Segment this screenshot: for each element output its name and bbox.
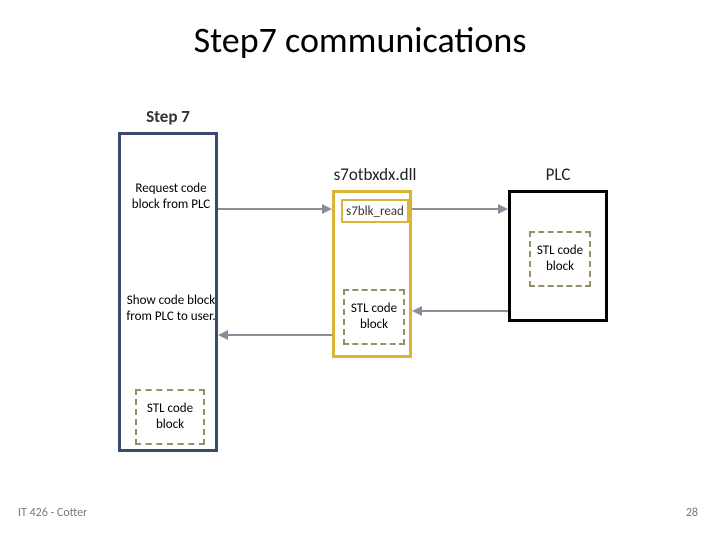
s7blk-read-box: s7blk_read [341,199,409,223]
slide-title: Step7 communications [0,18,720,62]
stl-label: STL code block [531,243,589,274]
step7-box: Request code block from PLC Show code bl… [118,132,218,452]
arrow-dll-to-show [228,334,332,336]
footer-course: IT 426 - Cotter [18,506,87,520]
diagram-area: Step 7 s7otbxdx.dll PLC Request code blo… [100,100,620,480]
stl-label: STL code block [137,401,203,432]
stl-label: STL code block [345,301,403,332]
plc-box: STL code block [508,190,608,322]
arrow-dll-to-plc [412,208,498,210]
request-text: Request code block from PLC [125,181,217,214]
step7-label: Step 7 [118,106,218,127]
arrow-head-icon [412,306,422,316]
footer-page-number: 28 [686,506,698,520]
dll-box: s7blk_read STL code block [332,190,412,358]
plc-label: PLC [508,164,608,185]
stl-block-step7: STL code block [135,389,205,445]
stl-block-plc: STL code block [529,231,591,287]
show-text: Show code block from PLC to user. [125,293,217,326]
arrow-head-icon [218,330,228,340]
arrow-head-icon [498,204,508,214]
arrow-request-to-dll [218,208,322,210]
dll-label: s7otbxdx.dll [310,164,440,185]
s7blk-label: s7blk_read [346,204,404,219]
stl-block-dll: STL code block [343,289,405,345]
arrow-plc-to-dll [422,310,508,312]
arrow-head-icon [322,204,332,214]
